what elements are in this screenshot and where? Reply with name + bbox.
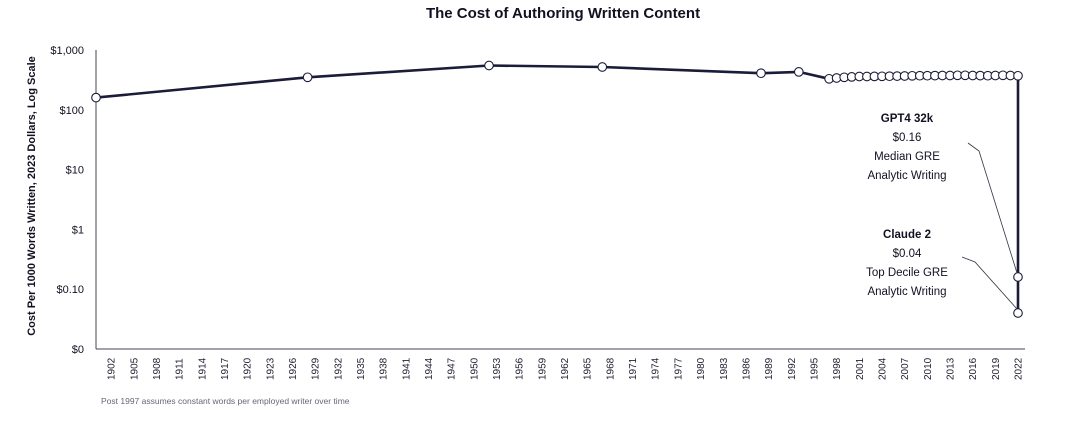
x-tick-label: 1938 (379, 357, 390, 380)
x-tick-label: 1941 (401, 357, 412, 380)
y-axis-label: Cost Per 1000 Words Written, 2023 Dollar… (26, 56, 38, 336)
data-point (484, 60, 494, 71)
annotation-claude-leader (961, 256, 1018, 310)
y-tick-label: $10 (66, 165, 84, 177)
footnote: Post 1997 assumes constant words per emp… (101, 396, 350, 406)
x-tick-label: 1917 (220, 357, 231, 380)
x-tick-label: 1965 (583, 357, 594, 380)
x-tick-label: 1947 (447, 357, 458, 380)
x-tick-label: 1992 (787, 357, 798, 380)
x-tick-label: 1980 (696, 357, 707, 380)
x-tick-label: 1923 (265, 357, 276, 380)
x-tick-label: 1995 (809, 357, 820, 380)
series-group (91, 60, 1023, 318)
annotation-gpt4: GPT4 32k $0.16 Median GRE Analytic Writi… (867, 113, 1018, 274)
x-tick-label: 1956 (515, 357, 526, 380)
x-tick-label: 2001 (855, 357, 866, 380)
x-tick-label: 1920 (243, 357, 254, 380)
x-tick-label: 2019 (991, 357, 1002, 380)
x-tick-label: 1929 (311, 357, 322, 380)
x-tick-label: 2013 (945, 357, 956, 380)
x-tick-label: 1914 (197, 357, 208, 380)
annotation-claude: Claude 2 $0.04 Top Decile GRE Analytic W… (866, 229, 1018, 310)
x-tick-label: 1962 (560, 357, 571, 380)
x-tick-label: 1983 (719, 357, 730, 380)
annotation-claude-line2: Analytic Writing (867, 286, 946, 298)
x-tick-label: 1971 (628, 357, 639, 380)
annotation-gpt4-model: GPT4 32k (881, 113, 934, 125)
x-tick-label: 1944 (424, 357, 435, 380)
annotation-gpt4-price: $0.16 (893, 132, 922, 144)
chart-title: The Cost of Authoring Written Content (426, 5, 700, 22)
x-tick-label: 1977 (673, 357, 684, 380)
x-tick-label: 1908 (152, 357, 163, 380)
y-tick-label: $0 (72, 344, 84, 356)
y-tick-label: $1,000 (50, 45, 84, 57)
data-point (1013, 70, 1023, 81)
x-tick-label: 1986 (741, 357, 752, 380)
x-tick-label: 1935 (356, 357, 367, 380)
data-point (1013, 272, 1023, 282)
x-tick-label: 1932 (333, 357, 344, 380)
x-tick-label: 1974 (651, 357, 662, 380)
x-tick-label: 1959 (537, 357, 548, 380)
data-point (1013, 308, 1023, 318)
data-point (756, 68, 766, 79)
x-tick-label: 1911 (175, 358, 186, 380)
y-tick-label: $0.10 (56, 284, 84, 296)
x-tick-label: 1998 (832, 357, 843, 380)
annotation-claude-price: $0.04 (893, 248, 922, 260)
annotation-claude-model: Claude 2 (883, 229, 931, 241)
data-point (793, 67, 804, 77)
x-tick-label: 2004 (877, 357, 888, 380)
y-tick-labels: $1,000 $100 $10 $1 $0.10 $0 (50, 45, 84, 356)
x-tick-label: 1989 (764, 357, 775, 380)
annotation-claude-line1: Top Decile GRE (866, 267, 948, 279)
y-tick-label: $100 (60, 105, 84, 117)
annotation-gpt4-line1: Median GRE (874, 151, 940, 163)
x-tick-label: 1905 (129, 357, 140, 380)
x-tick-label: 2007 (900, 357, 911, 380)
x-tick-label: 2016 (968, 357, 979, 380)
data-point (597, 62, 608, 72)
x-tick-label: 1968 (605, 357, 616, 380)
annotation-gpt4-leader (967, 142, 1018, 274)
y-tick-label: $1 (72, 224, 84, 236)
x-tick-label: 1926 (288, 357, 299, 380)
data-point (302, 72, 313, 83)
data-point (91, 92, 101, 103)
x-tick-labels: 1902 1905 1908 1911 1914 1917 1920 1923 1926 1929… (107, 357, 1025, 380)
x-tick-label: 2022 (1014, 357, 1025, 380)
x-tick-label: 2010 (923, 357, 934, 380)
annotation-gpt4-line2: Analytic Writing (867, 170, 946, 182)
x-tick-label: 1902 (107, 357, 118, 380)
x-tick-label: 1953 (492, 357, 503, 380)
x-tick-label: 1950 (469, 357, 480, 380)
